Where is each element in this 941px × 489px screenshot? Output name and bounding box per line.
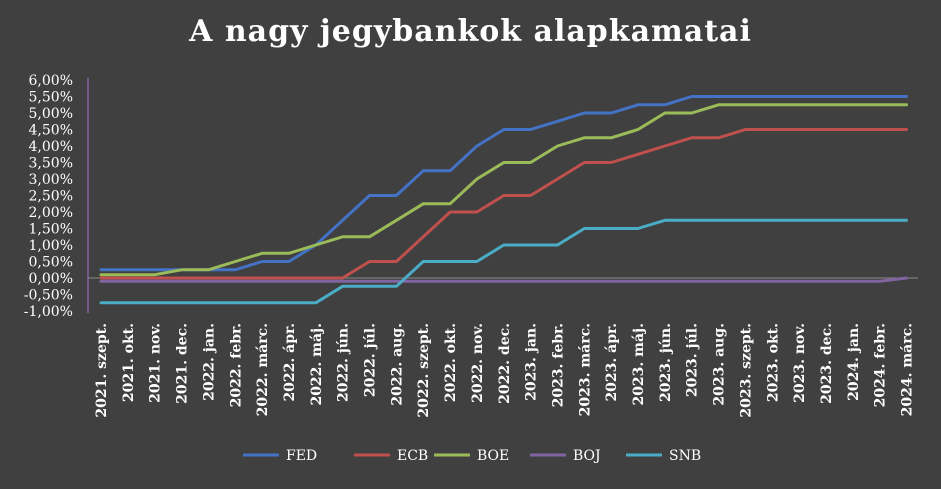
x-tick-label: 2022. febr. — [228, 323, 244, 407]
x-tick-label: 2023. okt. — [765, 323, 781, 402]
x-axis-ticks: 2021. szept. 2021. okt. 2021. nov. 2021. de… — [94, 323, 916, 418]
x-tick-label: 2021. szept. — [94, 323, 110, 418]
y-tick-label: -1,00% — [24, 304, 73, 320]
x-tick-label: 2023. jún. — [658, 323, 674, 402]
y-tick-label: 1,00% — [29, 238, 73, 254]
x-tick-label: 2024. febr. — [873, 323, 889, 407]
y-tick-label: -0,50% — [24, 288, 73, 304]
x-tick-label: 2022. ápr. — [282, 323, 298, 402]
x-tick-label: 2022. szept. — [416, 323, 432, 418]
y-tick-label: 5,00% — [29, 106, 73, 122]
y-tick-label: 3,00% — [29, 172, 73, 188]
y-tick-label: 4,50% — [29, 123, 73, 139]
x-tick-label: 2023. máj. — [631, 323, 647, 406]
y-tick-label: 1,50% — [29, 222, 73, 238]
y-tick-label: 2,00% — [29, 205, 73, 221]
y-tick-label: 6,00% — [29, 73, 73, 89]
x-tick-label: 2022. nov. — [470, 323, 486, 403]
x-tick-label: 2023. aug. — [712, 323, 728, 406]
x-tick-label: 2022. aug. — [389, 323, 405, 406]
x-tick-label: 2022. jún. — [336, 323, 352, 402]
x-tick-label: 2024. jan. — [846, 323, 862, 401]
y-tick-label: 5,50% — [29, 90, 73, 106]
x-tick-label: 2023. dec. — [819, 323, 835, 404]
x-tick-label: 2022. márc. — [255, 323, 271, 416]
series-line-boj — [99, 276, 908, 283]
legend-label-ecb: ECB — [397, 448, 428, 464]
x-tick-label: 2023. júl. — [685, 323, 701, 397]
x-tick-label: 2023. febr. — [550, 323, 566, 407]
legend-label-boj: BOJ — [573, 448, 601, 464]
y-tick-label: 3,50% — [29, 156, 73, 172]
x-tick-label: 2022. jan. — [201, 323, 217, 401]
x-tick-label: 2022. dec. — [497, 323, 513, 404]
x-tick-label: 2023. jan. — [524, 323, 540, 401]
y-tick-label: 2,50% — [29, 189, 73, 205]
x-tick-label: 2023. márc. — [577, 323, 593, 416]
x-tick-label: 2021. nov. — [148, 323, 164, 403]
x-tick-label: 2022. máj. — [309, 323, 325, 406]
x-tick-label: 2024. márc. — [900, 323, 916, 416]
series-line-ecb — [99, 128, 908, 280]
y-tick-label: 0,00% — [29, 271, 73, 287]
x-tick-label: 2023. nov. — [792, 323, 808, 403]
legend-label-fed: FED — [286, 448, 317, 464]
series-lines — [99, 95, 908, 305]
series-line-fed — [99, 95, 908, 272]
legend: FED ECB BOE BOJ SNB — [243, 448, 701, 464]
y-axis-ticks: 6,00%5,50%5,00%4,50%4,00%3,50%3,00%2,50%… — [24, 73, 73, 320]
y-tick-label: 0,50% — [29, 255, 73, 271]
x-tick-label: 2023. ápr. — [604, 323, 620, 402]
chart-title: A nagy jegybankok alapkamatai — [189, 14, 752, 49]
x-tick-label: 2021. okt. — [121, 323, 137, 402]
legend-label-boe: BOE — [477, 448, 509, 464]
x-tick-label: 2021. dec. — [175, 323, 191, 404]
series-line-snb — [99, 218, 908, 305]
x-tick-label: 2022. okt. — [443, 323, 459, 402]
x-tick-label: 2022. júl. — [363, 323, 379, 397]
x-tick-label: 2023. szept. — [738, 323, 754, 418]
series-line-boe — [99, 103, 908, 277]
legend-label-snb: SNB — [669, 448, 701, 464]
y-tick-label: 4,00% — [29, 139, 73, 155]
